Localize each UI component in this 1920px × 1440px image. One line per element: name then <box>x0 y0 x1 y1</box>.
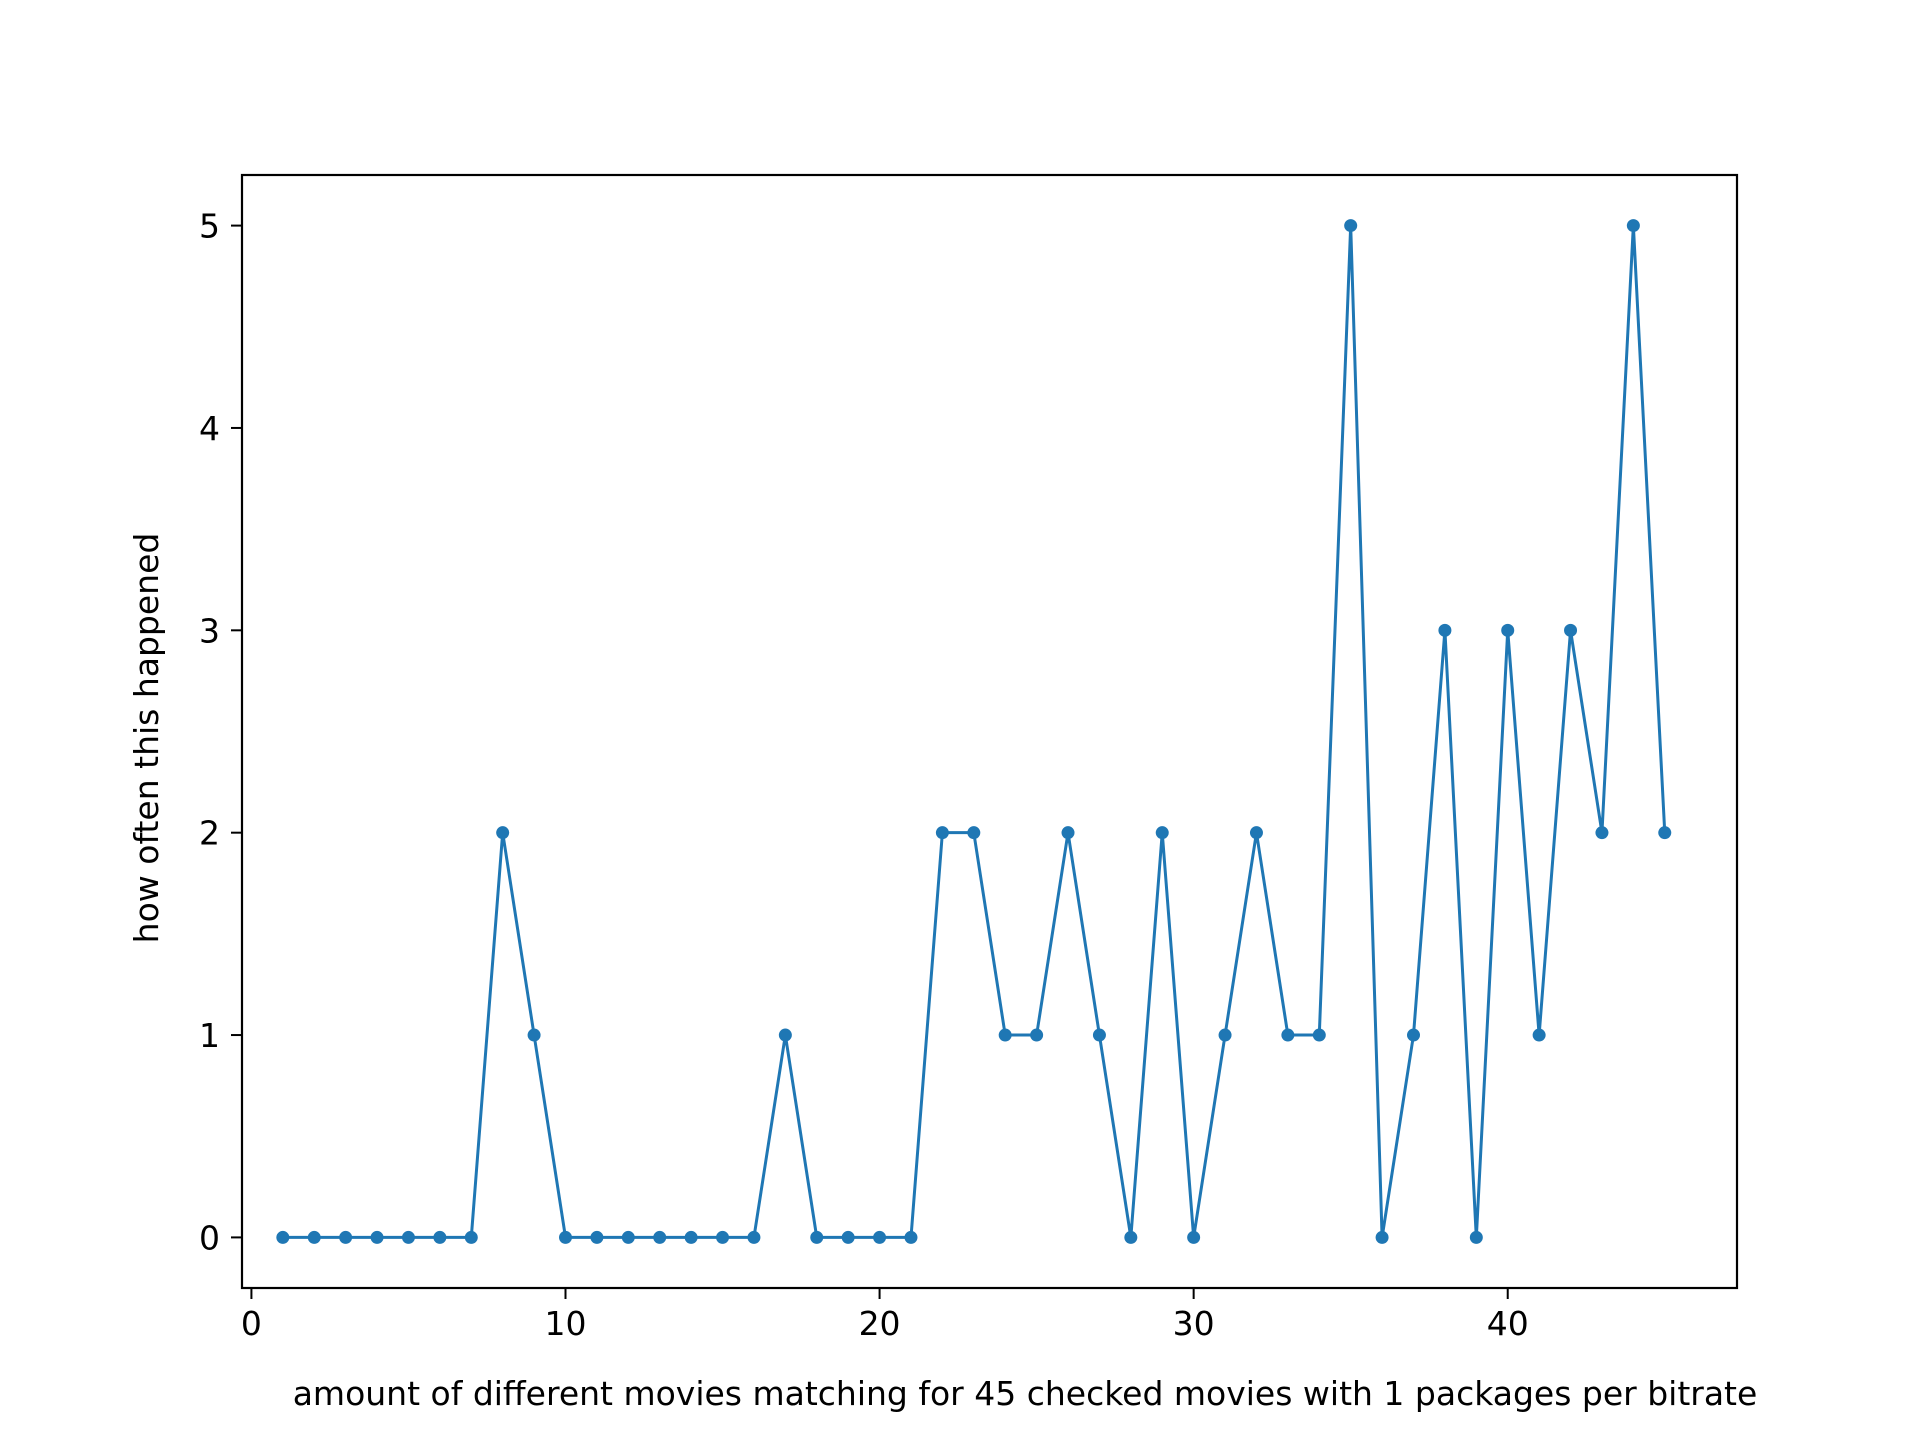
data-point <box>1595 826 1609 840</box>
data-point <box>401 1230 415 1244</box>
data-point <box>1312 1028 1326 1042</box>
y-tick-label: 1 <box>199 1016 220 1055</box>
data-point <box>967 826 981 840</box>
data-point <box>935 826 949 840</box>
x-tick-label: 30 <box>1173 1304 1215 1343</box>
axes: 0 10 20 30 40 0 1 2 3 4 5 <box>199 173 1739 1343</box>
plot-area <box>276 219 1672 1244</box>
x-axis-label: amount of different movies matching for … <box>293 1374 1758 1413</box>
y-tick-label: 3 <box>199 611 220 650</box>
data-point <box>904 1230 918 1244</box>
data-point <box>1218 1028 1232 1042</box>
data-point <box>559 1230 572 1244</box>
data-point <box>1626 219 1640 233</box>
x-tick-label: 0 <box>241 1304 262 1343</box>
data-point <box>841 1230 855 1244</box>
data-point <box>464 1230 478 1244</box>
data-point <box>1658 826 1672 840</box>
data-point <box>684 1230 698 1244</box>
data-point <box>1124 1230 1138 1244</box>
data-point <box>1092 1028 1106 1042</box>
data-point <box>433 1230 447 1244</box>
data-point <box>778 1028 792 1042</box>
data-point <box>873 1230 887 1244</box>
y-tick-label: 2 <box>199 814 220 853</box>
series-line <box>282 224 1667 1239</box>
data-point <box>810 1230 824 1244</box>
data-point <box>998 1028 1012 1042</box>
y-axis-label: how often this happened <box>127 533 166 944</box>
data-point <box>496 826 510 840</box>
data-point <box>1564 623 1578 637</box>
data-point <box>747 1230 761 1244</box>
x-tick-label: 40 <box>1487 1304 1529 1343</box>
data-point <box>1532 1028 1546 1042</box>
data-point <box>276 1230 290 1244</box>
data-point <box>1030 1028 1044 1042</box>
data-point <box>653 1230 667 1244</box>
data-point <box>1344 219 1358 233</box>
data-point <box>1061 826 1075 840</box>
data-point <box>1187 1230 1201 1244</box>
data-point <box>370 1230 384 1244</box>
data-point <box>527 1028 541 1042</box>
data-point <box>1469 1230 1483 1244</box>
data-point <box>621 1230 635 1244</box>
data-point <box>1155 826 1169 840</box>
x-tick-label: 20 <box>859 1304 901 1343</box>
data-point <box>716 1230 730 1244</box>
data-point <box>1438 623 1452 637</box>
data-point <box>1407 1028 1420 1042</box>
y-tick-label: 4 <box>199 409 220 448</box>
x-tick-label: 10 <box>544 1304 586 1343</box>
data-point <box>307 1230 321 1244</box>
data-point <box>1249 826 1263 840</box>
y-tick-label: 5 <box>199 207 220 246</box>
y-tick-label: 0 <box>199 1218 220 1257</box>
data-point <box>1375 1230 1389 1244</box>
data-point <box>1281 1028 1295 1042</box>
data-point <box>339 1230 353 1244</box>
data-point <box>1501 623 1515 637</box>
data-point <box>590 1230 604 1244</box>
plot-frame <box>240 173 1739 1290</box>
